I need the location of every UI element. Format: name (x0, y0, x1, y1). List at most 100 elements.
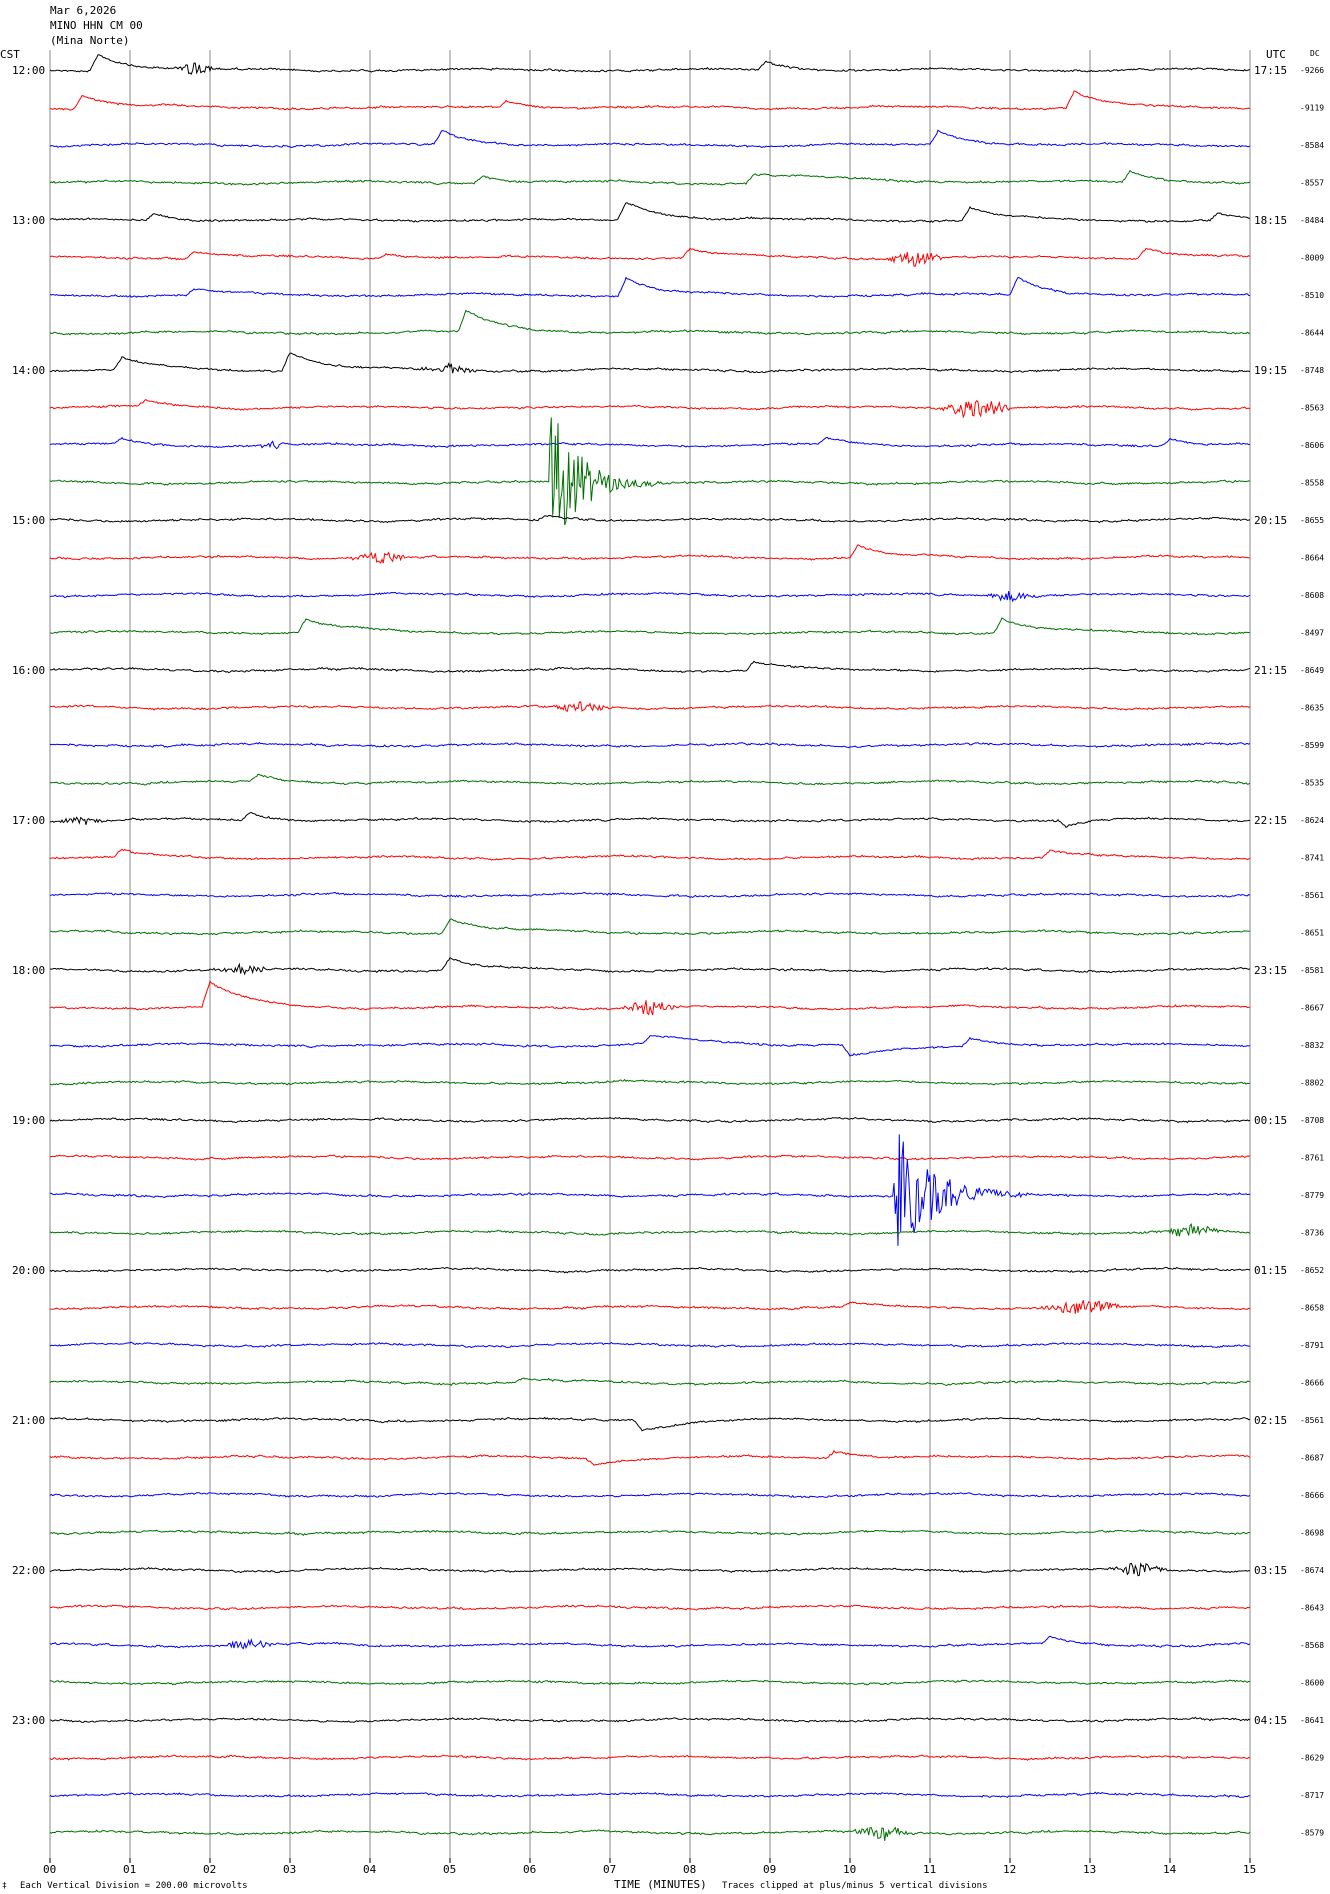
right-time-label: 23:15 (1254, 964, 1287, 977)
dc-offset-label: -9119 (1300, 104, 1324, 113)
seismic-trace (49, 741, 1251, 749)
dc-offset-label: -8568 (1300, 1641, 1324, 1650)
seismic-trace (49, 1377, 1251, 1386)
dc-offset-label: -8655 (1300, 516, 1324, 525)
dc-offset-label: -8666 (1300, 1491, 1324, 1500)
dc-offset-label: -8649 (1300, 666, 1324, 675)
dc-offset-label: -8557 (1300, 179, 1324, 188)
seismic-trace (50, 918, 1251, 936)
right-time-labels: 17:15 18:15 19:15 20:15 21:15 22:15 23:15 00:15… (1254, 64, 1287, 1727)
seismic-trace (49, 417, 1251, 526)
dc-offset-label: -8641 (1300, 1716, 1324, 1725)
seismic-trace (49, 1341, 1251, 1349)
dc-offset-label: -8748 (1300, 366, 1324, 375)
dc-offset-label: -8584 (1300, 141, 1324, 150)
right-time-label: 19:15 (1254, 364, 1287, 377)
dc-offset-label: -8635 (1300, 704, 1324, 713)
seismic-trace (49, 811, 1251, 828)
seismic-trace (49, 1492, 1251, 1499)
dc-offset-label: -8717 (1300, 1791, 1324, 1800)
dc-offset-label: -8708 (1300, 1116, 1324, 1125)
x-tick-label: 10 (843, 1863, 856, 1876)
scale-note: Each Vertical Division = 200.00 microvol… (20, 1881, 248, 1891)
grid-lines (49, 50, 1251, 1858)
left-time-label: 21:00 (12, 1414, 45, 1427)
x-tick-label: 05 (443, 1863, 456, 1876)
seismic-trace (49, 1826, 1251, 1841)
seismic-trace (49, 1529, 1251, 1537)
seismic-trace (49, 1754, 1251, 1761)
seismic-trace (49, 398, 1251, 419)
seismic-trace (49, 1078, 1251, 1086)
traces (49, 54, 1251, 1841)
dc-offset-label: -8561 (1300, 891, 1324, 900)
seismic-trace (49, 1562, 1251, 1577)
right-time-label: 01:15 (1254, 1264, 1287, 1277)
dc-offset-label: -8652 (1300, 1266, 1324, 1275)
seismic-trace (49, 1791, 1250, 1799)
x-tick-label: 04 (363, 1863, 377, 1876)
dc-offset-label: -8606 (1300, 441, 1324, 450)
dc-offset-label: -8802 (1300, 1079, 1324, 1088)
dc-offset-label: -8009 (1300, 254, 1324, 263)
dc-offset-label: -8535 (1300, 779, 1324, 788)
footer: ‡ Each Vertical Division = 200.00 microv… (2, 1878, 988, 1891)
x-tick-label: 01 (123, 1863, 136, 1876)
seismic-trace (49, 309, 1251, 336)
dc-offset-label: -8644 (1300, 329, 1324, 338)
seismic-trace (49, 202, 1251, 223)
header: Mar 6,2026 MINO HHN CM 00 (Mina Norte) (50, 4, 143, 47)
seismic-trace (49, 1716, 1251, 1723)
seismic-trace (49, 1266, 1251, 1274)
left-time-labels: 12:00 13:00 14:00 15:00 16:00 17:00 18:00 19:00… (12, 64, 45, 1727)
clip-note: Traces clipped at plus/minus 5 vertical … (722, 1881, 988, 1891)
seismic-trace (49, 1223, 1251, 1237)
seismic-trace (49, 247, 1251, 267)
left-time-label: 13:00 (12, 214, 45, 227)
left-time-label: 23:00 (12, 1714, 45, 1727)
right-time-label: 04:15 (1254, 1714, 1287, 1727)
dc-offset-label: -8608 (1300, 591, 1324, 600)
x-tick-label: 11 (923, 1863, 936, 1876)
dc-offset-label: -8674 (1300, 1566, 1324, 1575)
dc-offset-label: -8563 (1300, 404, 1324, 413)
seismic-trace (50, 90, 1251, 111)
dc-offset-label: -8599 (1300, 741, 1324, 750)
seismic-trace (49, 1679, 1251, 1686)
x-tick-label: 13 (1083, 1863, 1096, 1876)
dc-offset-label: -8579 (1300, 1829, 1324, 1838)
seismic-trace (49, 848, 1251, 861)
x-tick-label: 02 (203, 1863, 216, 1876)
dc-offset-label: -8791 (1300, 1341, 1324, 1350)
seismic-trace (49, 1154, 1251, 1161)
left-time-label: 15:00 (12, 514, 45, 527)
seismic-trace (49, 1134, 1251, 1246)
dc-offset-label: -8736 (1300, 1229, 1324, 1238)
seismic-trace (49, 169, 1251, 186)
dc-offset-label: -9266 (1300, 66, 1324, 75)
dc-offset-label: -8698 (1300, 1529, 1324, 1538)
left-time-label: 20:00 (12, 1264, 45, 1277)
header-location: (Mina Norte) (50, 34, 129, 47)
header-date: Mar 6,2026 (50, 4, 116, 17)
seismic-trace (49, 701, 1251, 713)
dc-offset-label: -8832 (1300, 1041, 1324, 1050)
x-tick-label: 03 (283, 1863, 296, 1876)
seismic-trace (50, 352, 1251, 374)
x-tick-label: 08 (683, 1863, 696, 1876)
dc-offset-label: -8761 (1300, 1154, 1324, 1163)
seismic-trace (49, 773, 1251, 786)
seismic-trace (49, 891, 1251, 898)
dc-offset-label: -8624 (1300, 816, 1324, 825)
seismic-trace (50, 1299, 1251, 1314)
right-time-label: 02:15 (1254, 1414, 1287, 1427)
seismic-trace (49, 1116, 1251, 1124)
x-tick-label: 09 (763, 1863, 776, 1876)
right-time-label: 18:15 (1254, 214, 1287, 227)
left-time-label: 14:00 (12, 364, 45, 377)
right-axis-label: UTC (1266, 48, 1286, 61)
dc-offset-label: -8658 (1300, 1304, 1324, 1313)
x-axis-ticks: 00 01 02 03 04 05 06 07 08 09 10 11 12 13 14 15 (43, 1858, 1256, 1876)
x-axis-title: TIME (MINUTES) (614, 1878, 707, 1891)
